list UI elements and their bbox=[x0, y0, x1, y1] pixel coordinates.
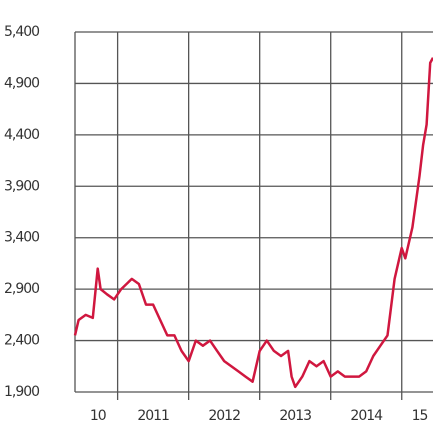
y-tick-label: 2,400 bbox=[4, 333, 39, 349]
x-tick-label: 15 bbox=[412, 408, 428, 424]
x-tick-label: 2013 bbox=[279, 408, 311, 424]
x-tick-label: 2014 bbox=[350, 408, 383, 424]
y-tick-label: 2,900 bbox=[4, 281, 39, 297]
y-tick-label: 3,400 bbox=[4, 230, 39, 246]
y-tick-label: 1,900 bbox=[4, 384, 39, 400]
y-tick-label: 5,400 bbox=[4, 24, 39, 40]
y-tick-label: 4,900 bbox=[4, 75, 39, 91]
x-tick-label: 2012 bbox=[208, 408, 240, 424]
data-line bbox=[73, 57, 433, 389]
x-tick-label: 2011 bbox=[137, 408, 169, 424]
y-tick-label: 4,400 bbox=[4, 127, 39, 143]
x-tick-label: 10 bbox=[90, 408, 106, 424]
y-tick-label: 3,900 bbox=[4, 178, 39, 194]
